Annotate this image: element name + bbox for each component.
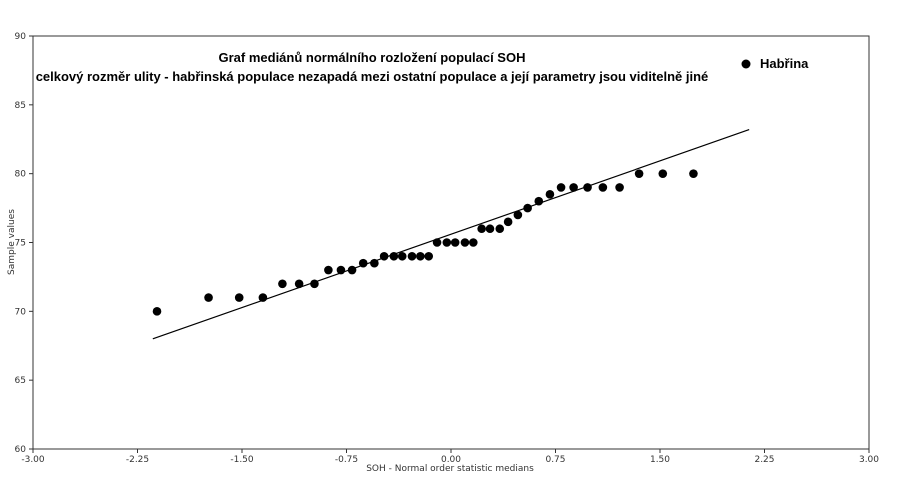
data-point [615,183,624,192]
data-point [234,293,244,302]
data-point [495,224,505,234]
x-tick-label: 3.00 [859,455,879,465]
x-tick-label: -2.25 [126,455,149,465]
y-tick-label: 70 [15,307,27,317]
data-point [569,183,578,192]
data-point [294,279,304,289]
data-point [358,258,368,268]
data-point [204,293,213,302]
data-point [278,279,287,289]
data-point [485,224,495,234]
legend-marker [741,59,751,69]
data-point [450,238,460,247]
chart-subtitle: celkový rozměr ulity - habřinská populac… [36,69,709,84]
data-point [658,169,668,178]
data-point [397,251,407,261]
data-point [634,169,644,178]
data-point [336,265,346,275]
data-point [152,307,162,316]
fit-line-layer [152,129,750,340]
data-point [370,258,379,268]
x-tick-label: -1.50 [230,455,254,465]
y-axis-ticks: 60 65 70 75 80 85 90 [15,32,33,455]
chart-title: Graf mediánů normálního rozložení popula… [219,50,526,65]
x-tick-label: -3.00 [21,455,45,465]
data-point [523,203,532,213]
y-tick-label: 90 [15,32,27,42]
data-point [477,224,486,234]
data-point [324,265,333,275]
x-tick-label: 1.50 [650,455,670,465]
data-point [389,251,399,261]
y-tick-label: 80 [15,170,27,180]
y-tick-label: 65 [15,376,26,386]
data-point [258,293,268,302]
data-point [598,183,608,192]
data-point [689,169,698,178]
data-point [460,238,470,247]
data-point [379,251,389,261]
legend-label: Habřina [760,56,809,71]
data-point [442,238,452,247]
x-tick-label: 0.00 [441,455,461,465]
x-tick-label: -0.75 [335,455,358,465]
data-point [407,251,417,261]
data-point [583,183,592,192]
y-axis-label: Sample values [7,209,17,275]
x-axis-label: SOH - Normal order statistic medians [366,464,534,474]
data-point [503,217,513,227]
y-tick-label: 75 [15,239,26,249]
x-tick-label: 2.25 [754,455,774,465]
data-point [416,251,425,261]
data-points-layer [152,169,698,316]
data-point [468,238,478,247]
data-point [347,265,357,275]
data-point [513,210,523,220]
legend: Habřina [741,56,809,71]
data-point [534,196,544,206]
y-tick-label: 60 [15,445,27,455]
fit-line [152,129,750,340]
data-point [310,279,319,289]
data-point [545,190,555,199]
x-axis-ticks: -3.00 -2.25 -1.50 -0.75 0.00 0.75 1.50 2.25 3.00 [21,449,879,465]
data-point [424,251,434,261]
x-tick-label: 0.75 [545,455,565,465]
data-point [432,238,442,247]
y-tick-label: 85 [15,101,26,111]
data-point [556,183,566,192]
